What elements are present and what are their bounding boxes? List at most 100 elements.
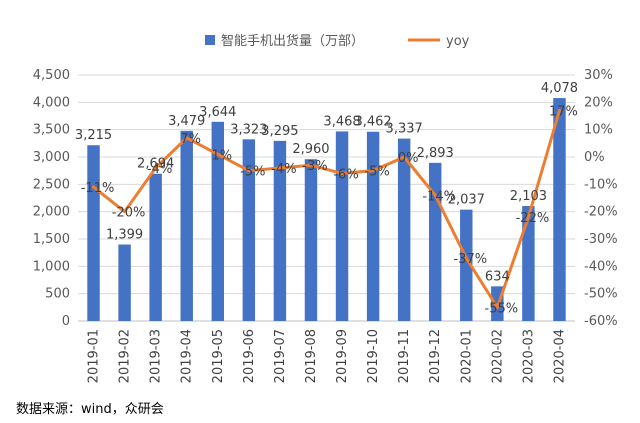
yoy-data-label: -37%	[453, 252, 487, 267]
left-tick-label: 1,000	[33, 259, 70, 274]
x-tick-label: 2019-01	[87, 329, 102, 383]
bar	[304, 159, 318, 321]
yoy-point	[557, 109, 561, 113]
right-tick-label: -40%	[584, 259, 618, 274]
right-tick-label: 10%	[584, 123, 613, 138]
x-tick-label: 2019-09	[335, 329, 350, 383]
right-tick-label: -20%	[584, 205, 618, 220]
yoy-data-label: 0%	[398, 151, 419, 166]
bar-data-label: 3,462	[354, 115, 391, 130]
bar	[87, 145, 100, 321]
x-tick-label: 2019-02	[118, 329, 133, 383]
bar	[522, 206, 535, 321]
yoy-data-label: -5%	[364, 165, 389, 180]
left-tick-label: 4,500	[33, 68, 70, 83]
x-tick-label: 2020-04	[552, 329, 567, 383]
bar-data-label: 4,078	[541, 81, 578, 96]
left-tick-label: 4,000	[33, 95, 70, 110]
bar	[242, 139, 256, 321]
yoy-point	[495, 305, 499, 309]
yoy-point	[371, 169, 375, 173]
left-tick-label: 3,500	[33, 123, 70, 138]
yoy-point	[526, 215, 530, 219]
x-tick-label: 2019-08	[304, 329, 319, 383]
left-tick-label: 0	[62, 314, 70, 329]
legend-line-label: yoy	[446, 34, 470, 49]
left-tick-label: 1,500	[33, 232, 70, 247]
x-tick-label: 2019-10	[366, 329, 381, 383]
left-axis-ticks: 0 500 1,000 1,500 2,000 2,500 3,000 3,500 4,000 4…	[33, 68, 70, 329]
x-tick-label: 2019-05	[211, 329, 226, 383]
right-tick-label: 30%	[584, 68, 613, 83]
bar	[366, 131, 380, 321]
left-tick-label: 2,500	[33, 177, 70, 192]
x-tick-label: 2019-12	[428, 329, 443, 383]
yoy-line-series	[92, 109, 561, 309]
right-tick-label: -60%	[584, 314, 618, 329]
source-note: 数据来源：wind，众研会	[16, 402, 164, 417]
bar	[335, 131, 349, 321]
x-tick-label: 2019-07	[273, 329, 288, 383]
line-data-labels: -11% -20% -4% 7% 1% -5% -4% -3% -6% -5% 0% -14% -37%…	[81, 105, 578, 317]
bar	[118, 244, 131, 321]
bar-data-label: 2,103	[510, 189, 547, 204]
legend-bar-label: 智能手机出货量（万部）	[221, 33, 364, 49]
yoy-data-label: -4%	[147, 162, 172, 177]
yoy-point	[464, 256, 468, 260]
x-tick-label: 2019-06	[242, 329, 257, 383]
yoy-point	[309, 163, 313, 167]
yoy-data-label: -3%	[302, 159, 327, 174]
yoy-data-label: -5%	[240, 165, 265, 180]
x-tick-label: 2020-03	[521, 329, 536, 383]
bar-data-label: 3,644	[199, 105, 236, 120]
x-tick-label: 2019-11	[397, 329, 412, 383]
bar	[397, 138, 411, 321]
bar-data-label: 1,399	[106, 228, 143, 243]
right-tick-label: -50%	[584, 287, 618, 302]
bar	[211, 121, 224, 321]
x-tick-label: 2020-01	[459, 329, 474, 383]
bar	[273, 140, 287, 321]
yoy-point	[278, 166, 282, 170]
bar-data-label: 634	[485, 269, 510, 284]
legend-bar-swatch	[205, 35, 215, 45]
yoy-data-label: 7%	[180, 132, 201, 147]
bar	[553, 98, 566, 321]
x-tick-label: 2019-04	[180, 329, 195, 383]
left-tick-label: 500	[45, 287, 70, 302]
bar	[149, 173, 162, 321]
yoy-line	[92, 109, 561, 309]
yoy-point	[402, 155, 406, 159]
yoy-point	[154, 166, 158, 170]
bar-data-label: 3,479	[168, 114, 205, 129]
left-tick-label: 2,000	[33, 205, 70, 220]
yoy-data-label: -22%	[516, 211, 550, 226]
bar-data-label: 2,037	[448, 193, 485, 208]
bar	[180, 130, 193, 321]
bar-data-label: 3,323	[230, 122, 267, 137]
yoy-data-label: -20%	[112, 206, 146, 221]
bar-data-label: 2,893	[417, 146, 454, 161]
bar	[429, 162, 442, 321]
yoy-point	[185, 136, 189, 140]
bar-data-label: 3,337	[386, 122, 423, 137]
x-tick-label: 2019-03	[149, 329, 164, 383]
left-tick-label: 3,000	[33, 150, 70, 165]
yoy-data-label: -6%	[333, 167, 358, 182]
yoy-point	[216, 152, 220, 156]
yoy-data-label: -11%	[81, 181, 115, 196]
right-tick-label: 20%	[584, 95, 613, 110]
yoy-data-label: -4%	[271, 162, 296, 177]
right-tick-label: -10%	[584, 177, 618, 192]
yoy-point	[92, 185, 96, 189]
bar-data-label: 3,215	[75, 128, 112, 143]
right-tick-label: -30%	[584, 232, 618, 247]
right-axis-ticks: -60% -50% -40% -30% -20% -10% 0% 10% 20% 30%	[584, 68, 618, 329]
legend: 智能手机出货量（万部） yoy	[205, 33, 470, 49]
bar	[460, 209, 473, 321]
bar-data-label: 3,295	[261, 124, 298, 139]
right-tick-label: 0%	[584, 150, 605, 165]
yoy-data-label: 17%	[549, 105, 578, 120]
